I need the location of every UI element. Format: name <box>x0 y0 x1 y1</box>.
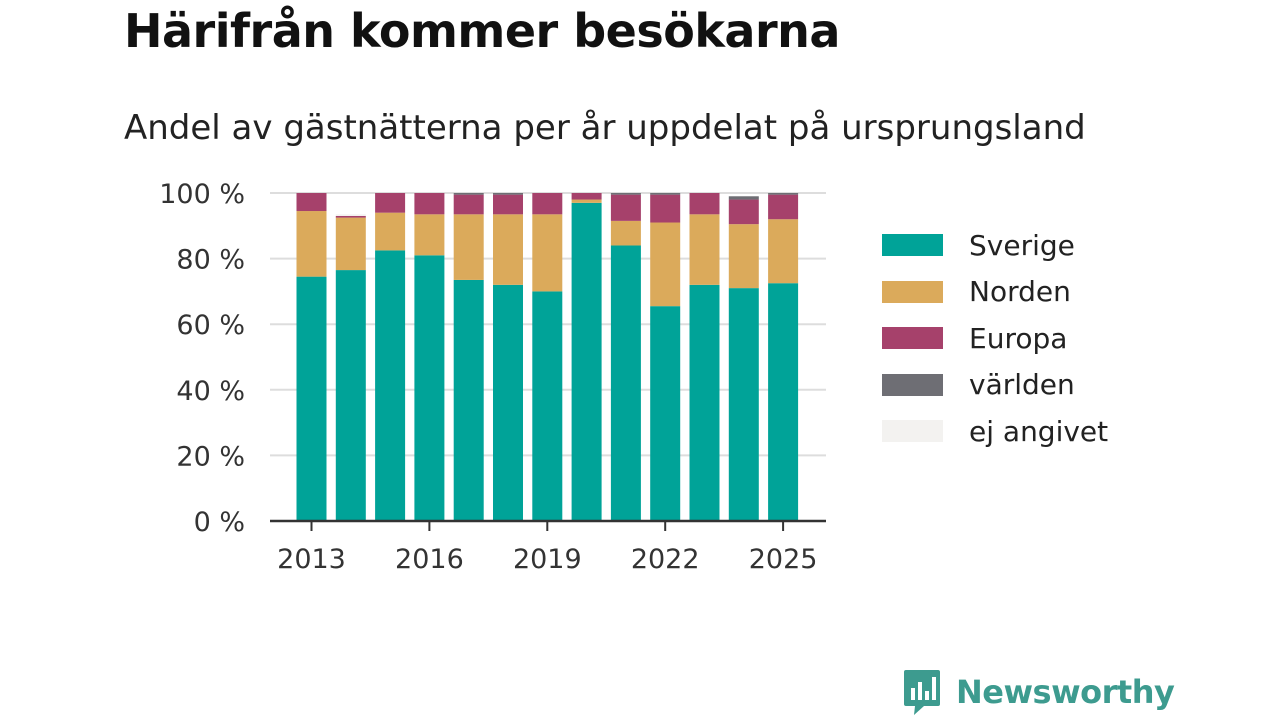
legend-item-sverige: Sverige <box>882 222 1108 269</box>
bar-segment-europa <box>768 194 799 220</box>
legend-label-norden: Norden <box>969 275 1071 309</box>
bar-segment-europa <box>532 193 563 215</box>
x-tick-label: 2019 <box>513 544 582 575</box>
bar-segment-norden <box>296 211 327 277</box>
y-tick-label: 80 % <box>176 245 245 276</box>
bar-segment-europa <box>650 194 681 223</box>
bar-segment-norden <box>650 222 681 307</box>
chart-subtitle: Andel av gästnätterna per år uppdelat på… <box>124 108 1086 148</box>
bar-segment-norden <box>689 214 720 285</box>
bar-segment-europa <box>335 215 366 218</box>
bar-segment-norden <box>610 220 641 246</box>
y-tick-label: 40 % <box>176 376 245 407</box>
bar-segment-norden <box>453 214 484 280</box>
newsworthy-logo: Newsworthy <box>902 668 1175 716</box>
bar-segment-europa <box>453 194 484 215</box>
bar-segment-norden <box>571 199 602 203</box>
legend-item-europa: Europa <box>882 315 1108 362</box>
bar-segment-europa <box>610 194 641 221</box>
legend-label-europa: Europa <box>969 321 1068 355</box>
bar-segment-ej-angivet <box>335 214 366 216</box>
bar-segment-världen <box>768 193 799 195</box>
bar-segment-sverige <box>689 284 720 521</box>
bar-segment-världen <box>650 193 681 195</box>
logo-wordmark: Newsworthy <box>956 673 1175 711</box>
bar-segment-sverige <box>375 250 406 521</box>
x-tick-label: 2022 <box>631 544 700 575</box>
y-tick-label: 0 % <box>194 507 245 538</box>
bar-segment-sverige <box>414 255 445 521</box>
axis-layer: 0 % 20 % 40 % 60 % 80 % 100 % 2013 2016 2019 2022… <box>159 179 826 575</box>
legend-label-sverige: Sverige <box>969 228 1075 262</box>
bar-segment-norden <box>532 214 563 292</box>
bar-segment-europa <box>296 193 327 212</box>
bar-segment-sverige <box>768 283 799 521</box>
bar-segment-norden <box>335 217 366 271</box>
bar-segment-europa <box>493 194 523 215</box>
bar-segment-sverige <box>453 279 484 521</box>
x-tick-label: 2013 <box>277 544 346 575</box>
bar-segment-europa <box>728 199 759 225</box>
y-tick-label: 100 % <box>159 179 245 210</box>
legend: Sverige Norden Europa världen ej angivet <box>882 222 1108 455</box>
bar-segment-norden <box>728 224 759 289</box>
bar-segment-norden <box>375 212 406 251</box>
legend-item-norden: Norden <box>882 269 1108 316</box>
y-tick-label: 20 % <box>176 441 245 472</box>
legend-swatch-norden <box>882 280 943 303</box>
y-tick-label: 60 % <box>176 310 245 341</box>
legend-swatch-ej-angivet <box>882 420 943 443</box>
bar-layer <box>296 193 799 522</box>
x-tick-label: 2025 <box>749 544 818 575</box>
bar-segment-sverige <box>610 245 641 522</box>
bar-segment-världen <box>728 196 759 200</box>
legend-label-ej-angivet: ej angivet <box>969 414 1109 448</box>
bar-segment-norden <box>768 219 799 284</box>
bar-segment-sverige <box>728 288 759 521</box>
bar-segment-europa <box>571 193 602 200</box>
bar-segment-norden <box>493 214 523 285</box>
bar-segment-världen <box>453 193 484 195</box>
bar-segment-europa <box>414 193 445 215</box>
chart-title: Härifrån kommer besökarna <box>124 4 840 58</box>
legend-item-varlden: världen <box>882 362 1108 409</box>
bar-segment-sverige <box>650 306 681 521</box>
bar-segment-sverige <box>532 291 563 521</box>
bar-segment-världen <box>493 193 523 195</box>
bar-chart-bubble-icon <box>904 670 940 715</box>
legend-label-varlden: världen <box>969 368 1075 402</box>
legend-item-ej-angivet: ej angivet <box>882 408 1108 455</box>
bar-segment-sverige <box>296 276 327 521</box>
bar-segment-världen <box>610 193 641 195</box>
bar-segment-sverige <box>335 270 366 521</box>
bar-segment-norden <box>414 214 445 256</box>
x-tick-label: 2016 <box>395 544 464 575</box>
bar-segment-sverige <box>571 202 602 521</box>
bar-segment-europa <box>375 193 406 213</box>
legend-swatch-varlden <box>882 373 943 396</box>
legend-swatch-europa <box>882 327 943 350</box>
bar-segment-europa <box>689 193 720 215</box>
bar-segment-sverige <box>493 284 523 521</box>
legend-swatch-sverige <box>882 234 943 257</box>
